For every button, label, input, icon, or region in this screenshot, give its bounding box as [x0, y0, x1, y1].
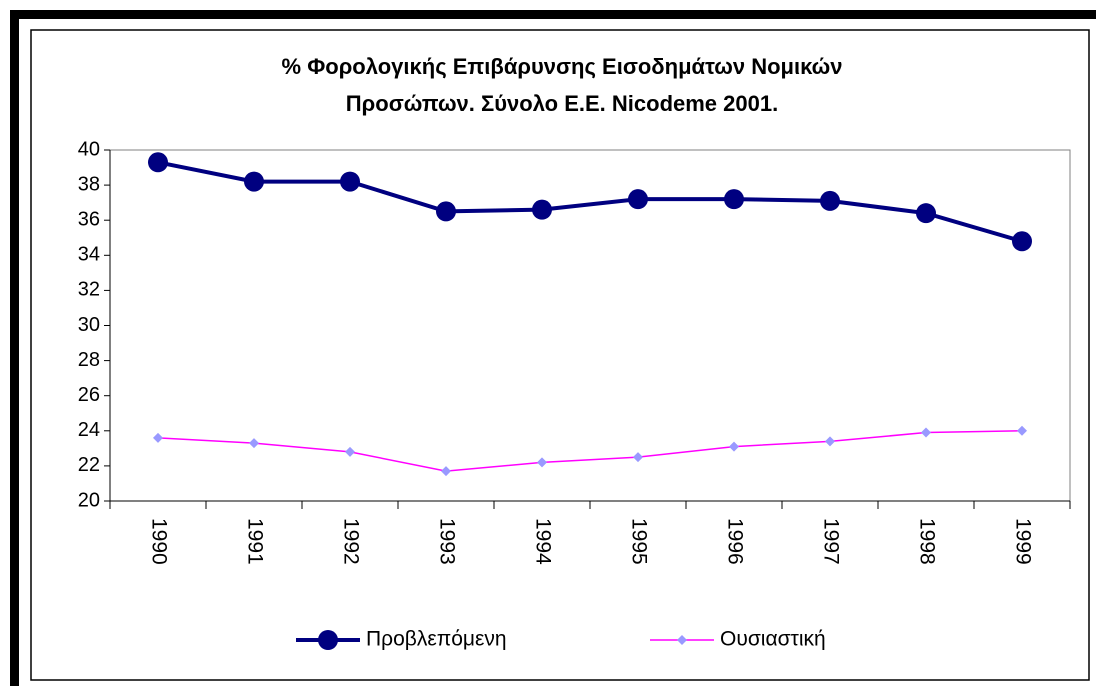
series-line [157, 160, 1023, 244]
marker [537, 457, 547, 468]
y-tick-label: 34 [78, 244, 100, 266]
x-tick-label: 1998 [915, 518, 938, 565]
legend-label: Προβλεπόμενη [366, 628, 507, 651]
y-tick-label: 26 [78, 384, 100, 406]
y-tick-label: 40 [78, 138, 100, 160]
left-bar [10, 10, 19, 686]
x-tick-label: 1992 [339, 518, 362, 565]
marker [825, 436, 835, 447]
legend-marker [677, 635, 687, 645]
x-tick-label: 1997 [819, 518, 842, 565]
series-line [157, 430, 1023, 472]
y-tick-label: 22 [78, 454, 100, 476]
marker [345, 446, 355, 457]
y-tick-label: 24 [78, 419, 100, 441]
marker [820, 190, 840, 211]
marker [436, 201, 456, 222]
marker [148, 152, 168, 173]
x-tick-label: 1991 [243, 518, 266, 565]
y-tick-label: 32 [78, 279, 100, 301]
legend-label: Ουσιαστική [720, 628, 826, 651]
marker [633, 452, 643, 463]
x-tick-label: 1999 [1011, 518, 1034, 565]
chart-title: % Φορολογικής Επιβάρυνσης Εισοδημάτων Νο… [282, 54, 843, 79]
top-bar [10, 10, 1096, 19]
y-tick-label: 28 [78, 349, 100, 371]
chart-title: Προσώπων. Σύνολο Ε.Ε. Nicodeme 2001. [346, 91, 778, 116]
x-tick-label: 1993 [435, 518, 458, 565]
y-tick-label: 30 [78, 314, 100, 336]
marker [724, 189, 744, 210]
marker [1012, 231, 1032, 252]
marker [532, 199, 552, 220]
marker [340, 171, 360, 192]
marker [1017, 425, 1027, 436]
y-tick-label: 20 [78, 489, 100, 511]
marker [916, 203, 936, 224]
marker [921, 427, 931, 438]
y-tick-label: 36 [78, 208, 100, 230]
marker [249, 438, 259, 449]
x-tick-label: 1996 [723, 518, 746, 565]
chart-frame [30, 29, 1090, 681]
x-tick-label: 1994 [531, 518, 554, 565]
marker [441, 466, 451, 477]
y-tick-label: 38 [78, 173, 100, 195]
marker [729, 441, 739, 452]
x-tick-label: 1995 [627, 518, 650, 565]
marker [153, 432, 163, 443]
marker [628, 189, 648, 210]
marker [244, 171, 264, 192]
legend-marker [318, 630, 338, 650]
x-tick-label: 1990 [147, 518, 170, 565]
